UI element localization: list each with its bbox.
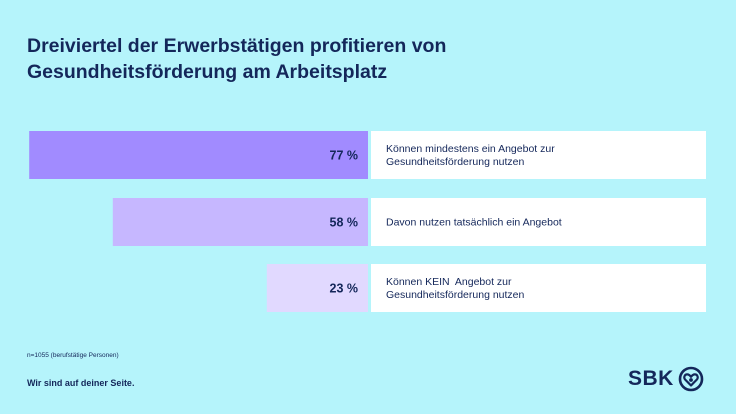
- heart-in-circle-icon: [678, 366, 704, 392]
- bar-chart: 77 % Können mindestens ein Angebot zurGes…: [29, 131, 706, 312]
- category-box-2: [371, 198, 706, 246]
- value-label-1: 77 %: [330, 149, 359, 163]
- category-box-3: [371, 264, 706, 312]
- value-label-3: 23 %: [330, 282, 359, 296]
- sbk-logo: SBK: [628, 364, 704, 394]
- category-label-3-line-2: Gesundheitsförderung nutzen: [386, 289, 525, 301]
- chart-title: Dreiviertel der Erwerbstätigen profitier…: [27, 33, 627, 85]
- bar-1: [29, 131, 368, 179]
- chart-title-line-2: Gesundheitsförderung am Arbeitsplatz: [27, 61, 388, 83]
- chart-title-line-1: Dreiviertel der Erwerbstätigen profitier…: [27, 35, 447, 57]
- category-label-3-line-1: Können KEIN Angebot zur: [386, 276, 512, 288]
- value-label-2: 58 %: [330, 216, 359, 230]
- category-label-1-line-1: Können mindestens ein Angebot zur: [386, 143, 555, 155]
- logo-text: SBK: [628, 367, 674, 390]
- category-label-1-line-2: Gesundheitsförderung nutzen: [386, 156, 525, 168]
- category-label-2-line-1: Davon nutzen tatsächlich ein Angebot: [386, 217, 562, 229]
- category-box-1: [371, 131, 706, 179]
- sample-size-note: n=1055 (berufstätige Personen): [27, 352, 119, 359]
- bar-2: [112, 198, 368, 246]
- slogan: Wir sind auf deiner Seite.: [27, 378, 135, 388]
- bar-3: [266, 264, 368, 312]
